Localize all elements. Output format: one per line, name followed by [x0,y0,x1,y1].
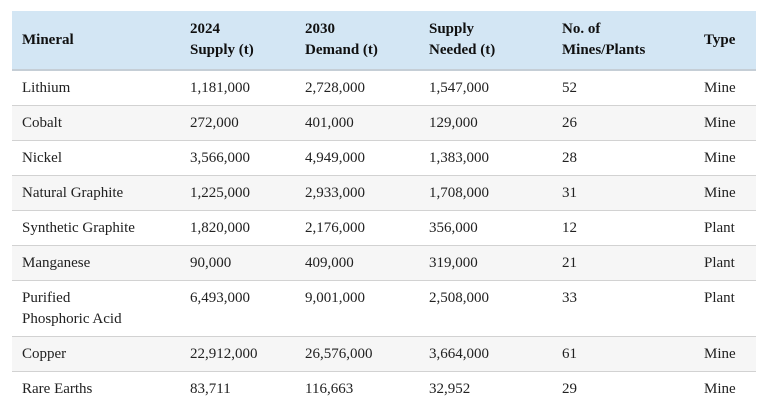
cell-supply-needed: 1,547,000 [429,80,489,96]
cell-2024-supply: 90,000 [190,245,305,281]
cell-2024-supply: 1,181,000 [190,80,250,96]
column-header-mines-plants: No. of Mines/Plants [562,11,704,71]
header-row: Mineral 2024 Supply (t) 2030 Demand (t) … [12,11,756,71]
table-row: Copper 22,912,000 26,576,000 3,664,000 6… [12,336,756,372]
table-row: Purified Phosphoric Acid 6,493,000 9,001… [12,280,756,337]
column-header-supply-needed: Supply Needed (t) [429,11,562,71]
cell-2024-supply: 83,711 [190,371,305,406]
cell-2024-supply: 22,912,000 [190,336,305,372]
cell-2030-demand: 26,576,000 [305,336,429,372]
cell-2024-supply: 1,225,000 [190,175,305,211]
cell-supply-needed: 356,000 [429,210,562,246]
cell-mineral: Manganese [12,245,190,281]
cell-mines-plants: 29 [562,371,704,406]
cell-2024-supply: 272,000 [190,105,305,141]
column-header-mineral: Mineral [12,11,190,71]
table-row: Manganese 90,000 409,000 319,000 21 Plan… [12,245,756,281]
table-row: Nickel 3,566,000 4,949,000 1,383,000 28 … [12,140,756,176]
critical-minerals-table: Mineral 2024 Supply (t) 2030 Demand (t) … [12,11,756,406]
cell-type: Mine [704,80,736,96]
cell-mines-plants: 28 [562,140,704,176]
cell-mines-plants: 33 [562,280,704,337]
cell-mines-plants: 21 [562,245,704,281]
cell-mines-plants: 12 [562,210,704,246]
cell-type: Mine [704,140,756,176]
cell-mineral: Lithium [22,80,71,96]
cell-mineral: Cobalt [12,105,190,141]
cell-supply-needed: 2,508,000 [429,280,562,337]
column-header-type: Type [704,11,756,71]
cell-type: Mine [704,105,756,141]
cell-supply-needed: 3,664,000 [429,336,562,372]
cell-2024-supply: 3,566,000 [190,140,305,176]
table-row: Lithium 1,181,000 2,728,000 1,547,000 52… [12,70,756,106]
cell-mines-plants: 52 [562,80,577,96]
cell-type: Plant [704,245,756,281]
cell-type: Plant [704,280,756,337]
cell-type: Mine [704,175,756,211]
cell-supply-needed: 32,952 [429,371,562,406]
table-row: Cobalt 272,000 401,000 129,000 26 Mine [12,105,756,141]
cell-2030-demand: 2,933,000 [305,175,429,211]
column-header-2024-supply: 2024 Supply (t) [190,11,305,71]
cell-mineral: Copper [12,336,190,372]
cell-mines-plants: 31 [562,175,704,211]
cell-mineral: Purified Phosphoric Acid [12,280,190,337]
table-row: Synthetic Graphite 1,820,000 2,176,000 3… [12,210,756,246]
cell-supply-needed: 129,000 [429,105,562,141]
table-row: Rare Earths 83,711 116,663 32,952 29 Min… [12,371,756,406]
column-header-2030-demand: 2030 Demand (t) [305,11,429,71]
cell-2030-demand: 2,176,000 [305,210,429,246]
cell-supply-needed: 1,383,000 [429,140,562,176]
cell-mineral: Nickel [12,140,190,176]
cell-2030-demand: 401,000 [305,105,429,141]
cell-2024-supply: 6,493,000 [190,280,305,337]
cell-type: Mine [704,371,756,406]
cell-mineral: Rare Earths [12,371,190,406]
cell-supply-needed: 1,708,000 [429,175,562,211]
cell-2030-demand: 2,728,000 [305,80,365,96]
cell-2030-demand: 409,000 [305,245,429,281]
cell-2030-demand: 4,949,000 [305,140,429,176]
cell-mineral: Natural Graphite [12,175,190,211]
cell-mines-plants: 26 [562,105,704,141]
cell-2030-demand: 116,663 [305,371,429,406]
cell-type: Plant [704,210,756,246]
critical-minerals-table-container: Mineral 2024 Supply (t) 2030 Demand (t) … [12,11,756,406]
cell-mineral: Synthetic Graphite [12,210,190,246]
cell-supply-needed: 319,000 [429,245,562,281]
cell-mines-plants: 61 [562,336,704,372]
table-row: Natural Graphite 1,225,000 2,933,000 1,7… [12,175,756,211]
cell-2030-demand: 9,001,000 [305,280,429,337]
cell-type: Mine [704,336,756,372]
cell-2024-supply: 1,820,000 [190,210,305,246]
